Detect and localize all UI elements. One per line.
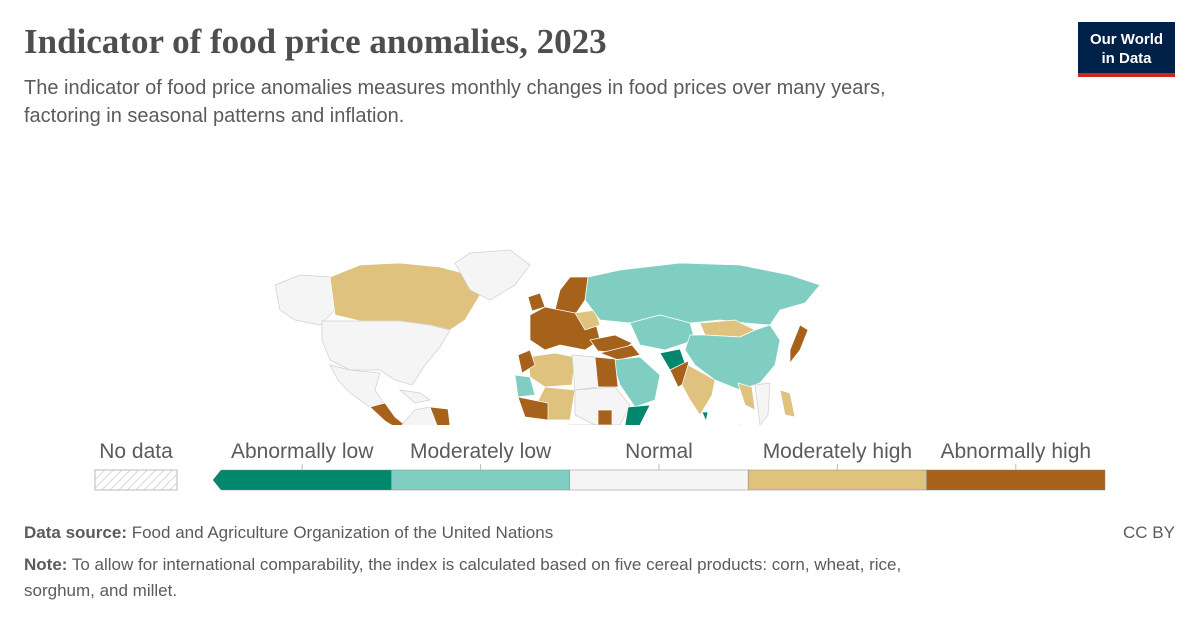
country (779, 389, 796, 418)
country (597, 409, 613, 425)
subtitle: The indicator of food price anomalies me… (24, 77, 886, 99)
country (701, 411, 709, 423)
country (321, 320, 451, 386)
source-label: Data source: (24, 523, 127, 542)
country (684, 324, 781, 391)
legend-label: No data (99, 440, 173, 463)
country (594, 356, 619, 388)
license: CC BY (1123, 523, 1175, 542)
country (789, 324, 809, 365)
logo-text: in Data (1101, 50, 1152, 67)
country (274, 274, 336, 326)
note: Note: To allow for international compara… (24, 555, 901, 575)
country (754, 382, 771, 425)
country (527, 292, 546, 312)
country (611, 356, 661, 408)
source-text: Food and Agriculture Organization of the… (131, 523, 554, 542)
country (571, 354, 599, 391)
legend-swatch (212, 469, 392, 491)
source: Data source: Food and Agriculture Organi… (24, 523, 553, 543)
country (598, 344, 641, 361)
legend-label: Moderately low (410, 440, 552, 463)
logo-text: Our World (1089, 31, 1164, 48)
legend-label: Abnormally low (231, 440, 374, 463)
country (398, 389, 431, 404)
legend-label: Moderately high (763, 440, 912, 463)
legend-swatch (747, 469, 927, 491)
country (369, 402, 406, 425)
country (527, 352, 576, 388)
note: sorghum, and millet. (24, 581, 178, 600)
logo[interactable]: Our World in Data (1078, 22, 1175, 77)
country (454, 249, 531, 301)
title: Indicator of food price anomalies, 2023 (24, 22, 607, 61)
note-label: Note: (24, 555, 68, 574)
country (574, 386, 631, 425)
country (517, 349, 536, 374)
country (681, 364, 716, 416)
country (329, 262, 481, 331)
legend-swatch (569, 469, 749, 491)
country (554, 276, 589, 316)
subtitle: factoring in seasonal patterns and infla… (24, 105, 405, 127)
country (329, 364, 386, 408)
country (429, 406, 451, 425)
legend-swatch (391, 469, 571, 491)
legend-label: Normal (625, 440, 693, 463)
legend-label: Abnormally high (941, 440, 1092, 463)
country (624, 404, 651, 425)
no-data-swatch (94, 469, 178, 491)
country (574, 309, 601, 331)
country (517, 396, 549, 421)
legend-swatch (926, 469, 1106, 491)
legend: No data Abnormally low Moderately low Norm… (94, 440, 1106, 491)
country (514, 374, 536, 398)
note-text: To allow for international comparability… (71, 555, 902, 574)
world-map (274, 249, 821, 425)
country (584, 262, 821, 326)
country (737, 382, 756, 411)
